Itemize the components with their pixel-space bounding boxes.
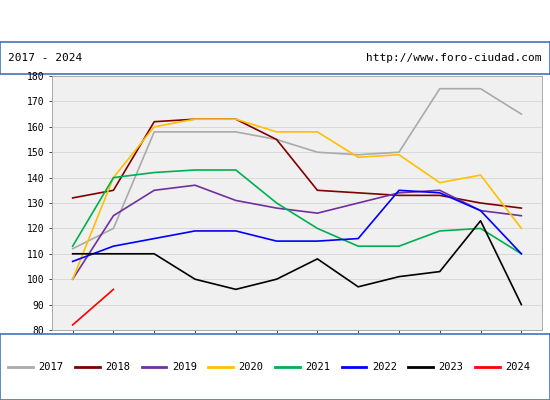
Text: 2019: 2019	[172, 362, 197, 372]
Text: 2020: 2020	[239, 362, 263, 372]
Text: Evolucion del paro registrado en Siles: Evolucion del paro registrado en Siles	[130, 14, 420, 28]
Text: 2023: 2023	[439, 362, 464, 372]
Text: 2018: 2018	[105, 362, 130, 372]
Text: 2021: 2021	[305, 362, 330, 372]
Text: 2017 - 2024: 2017 - 2024	[8, 53, 82, 63]
Text: 2017: 2017	[39, 362, 63, 372]
Text: 2022: 2022	[372, 362, 397, 372]
Text: http://www.foro-ciudad.com: http://www.foro-ciudad.com	[366, 53, 542, 63]
Text: 2024: 2024	[505, 362, 530, 372]
